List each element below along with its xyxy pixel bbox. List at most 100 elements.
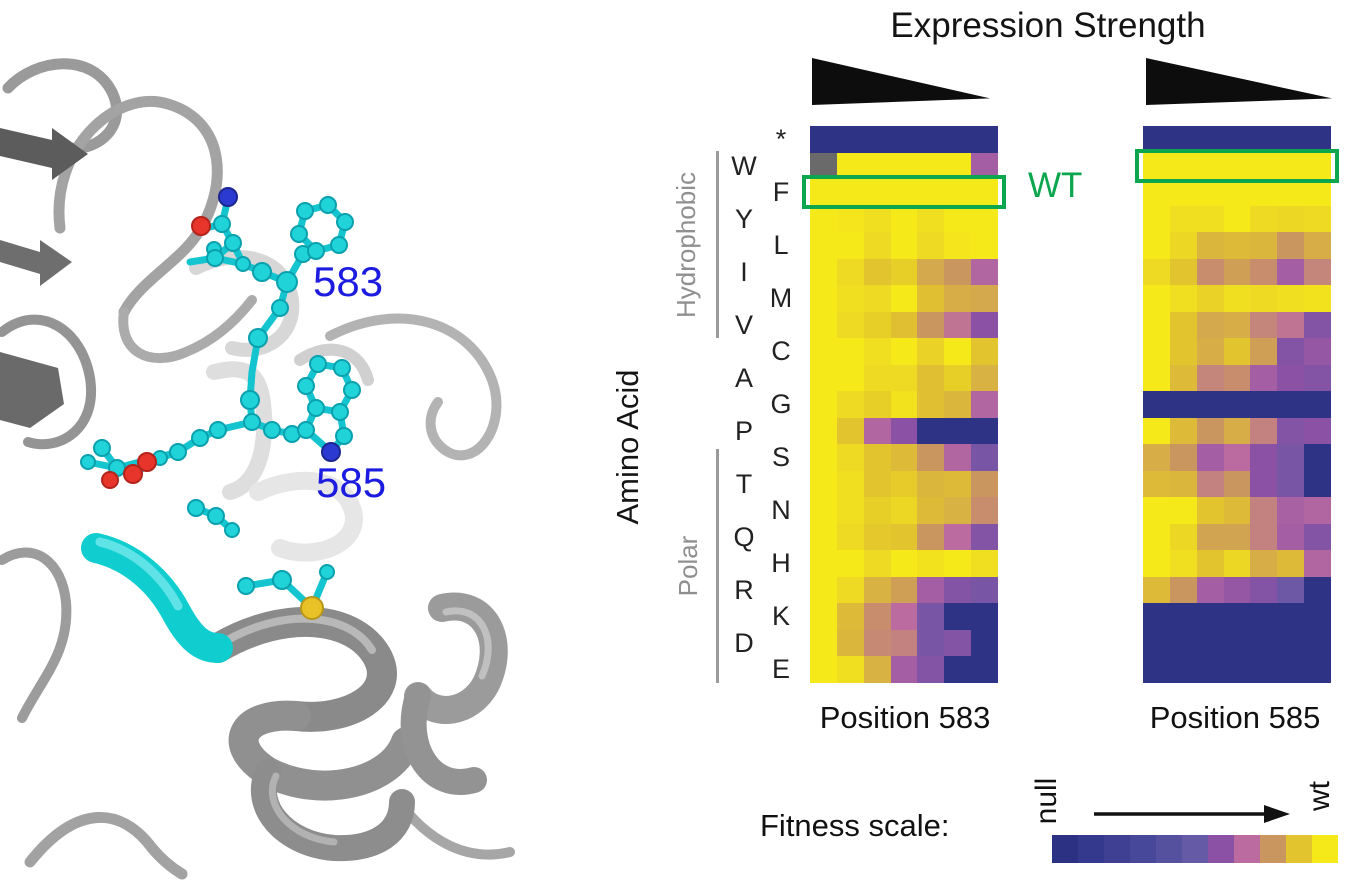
protein-structure: 583 585 [0,58,515,880]
heatmap-cell [1223,656,1251,683]
heatmap-cell [836,629,864,657]
heatmap-cell [971,232,998,259]
heatmap-cell [917,232,945,259]
heatmap-cell [890,258,918,286]
heatmap-cell [1169,232,1197,259]
amino-acid-label-Q: Q [733,521,755,552]
heatmap-cell [1143,232,1170,259]
heatmap-cell [1169,338,1197,365]
colorbar-segment [1312,835,1338,863]
heatmap-cell [917,470,945,498]
heatmap-cell [971,629,998,657]
heatmap-cell [917,126,945,153]
heatmap-cell [1169,656,1197,683]
heatmap-cell [890,656,918,683]
wt-box-585 [1135,149,1339,183]
heatmap-cell [890,205,918,233]
heatmap-cell [917,391,945,418]
heatmap-cell [1196,311,1224,339]
heatmap-cell [836,523,864,551]
heatmap-cell [810,656,837,683]
heatmap-cell [1223,364,1251,392]
heatmap-cell [810,285,837,312]
heatmap-cell [1250,285,1278,312]
heatmap-cell [971,364,998,392]
heatmap-cell [917,311,945,339]
heatmap-cell [863,576,891,604]
fitness-scale-label: Fitness scale: [760,808,950,843]
heatmap-cell [1277,497,1305,524]
heatmap-cell [1223,285,1251,312]
heatmap-cell [836,179,864,206]
heatmap-cell [917,258,945,286]
heatmap-cell [1169,629,1197,657]
fitness-colorbar [1052,835,1338,863]
heatmap-cell [836,603,864,630]
heatmap-cell [863,497,891,524]
heatmap-cell [810,576,837,604]
colorbar-segment [1078,835,1104,863]
heatmap-cell [836,470,864,498]
expression-gradient-wedge-1 [812,58,990,105]
heatmap-cell [1196,523,1224,551]
heatmap-cell [944,470,972,498]
heatmap-cell [1143,338,1170,365]
heatmap-cell [890,603,918,630]
heatmap-cell [1169,258,1197,286]
heatmap-cell [1250,258,1278,286]
heatmap-cell [1143,576,1170,604]
heatmap-cell [890,126,918,153]
atoms [80,187,361,620]
heatmap-cell [971,656,998,683]
heatmap-cell [1250,179,1278,206]
heatmap-cell [1169,603,1197,630]
heatmap-cell [1250,444,1278,471]
heatmap-cell [917,576,945,604]
heatmap-cell [944,550,972,577]
amino-acid-label-A: A [734,362,753,393]
amino-acid-label-M: M [769,283,793,314]
heatmap-cell [836,417,864,445]
heatmap-cell [971,470,998,498]
heatmap-cell [971,550,998,577]
heatmap-cell [863,338,891,365]
fitness-scale-arrow-icon [1094,805,1290,823]
heatmap-cell [944,258,972,286]
heatmap-cell [944,364,972,392]
heatmap-cell [1169,417,1197,445]
heatmap-cell [1143,205,1170,233]
heatmap-cell [1250,576,1278,604]
heatmap-cell [1143,364,1170,392]
heatmap-cell [1304,311,1331,339]
heatmap-cell [1250,205,1278,233]
heatmap-cell [890,364,918,392]
heatmap-cell [944,444,972,471]
heatmap-cell [1304,338,1331,365]
nitrogen-atoms [218,187,341,462]
amino-acid-label-T: T [735,468,753,499]
heatmap-cell [971,152,998,180]
heatmap-cell [1277,311,1305,339]
heatmap-cell [1143,603,1170,630]
heatmap-cell [1196,629,1224,657]
heatmap-cell [971,179,998,206]
amino-acid-label-S: S [771,442,790,473]
heatmap-cell [1169,285,1197,312]
amino-acid-label-D: D [734,627,754,658]
heatmap-cell [1223,417,1251,445]
heatmap-cell [944,497,972,524]
heatmap-cell [863,364,891,392]
heatmap-cell [971,338,998,365]
heatmap-cell [1277,258,1305,286]
colorbar-segment [1182,835,1208,863]
heatmap-cell [1250,364,1278,392]
heatmap-cell [1304,285,1331,312]
heatmap-cell [971,285,998,312]
heatmap-cell [836,576,864,604]
heatmap-cell [1196,417,1224,445]
heatmap-cell [836,126,864,153]
heatmap-cell [810,497,837,524]
heatmap-cell [1169,364,1197,392]
heatmap-cell [917,497,945,524]
